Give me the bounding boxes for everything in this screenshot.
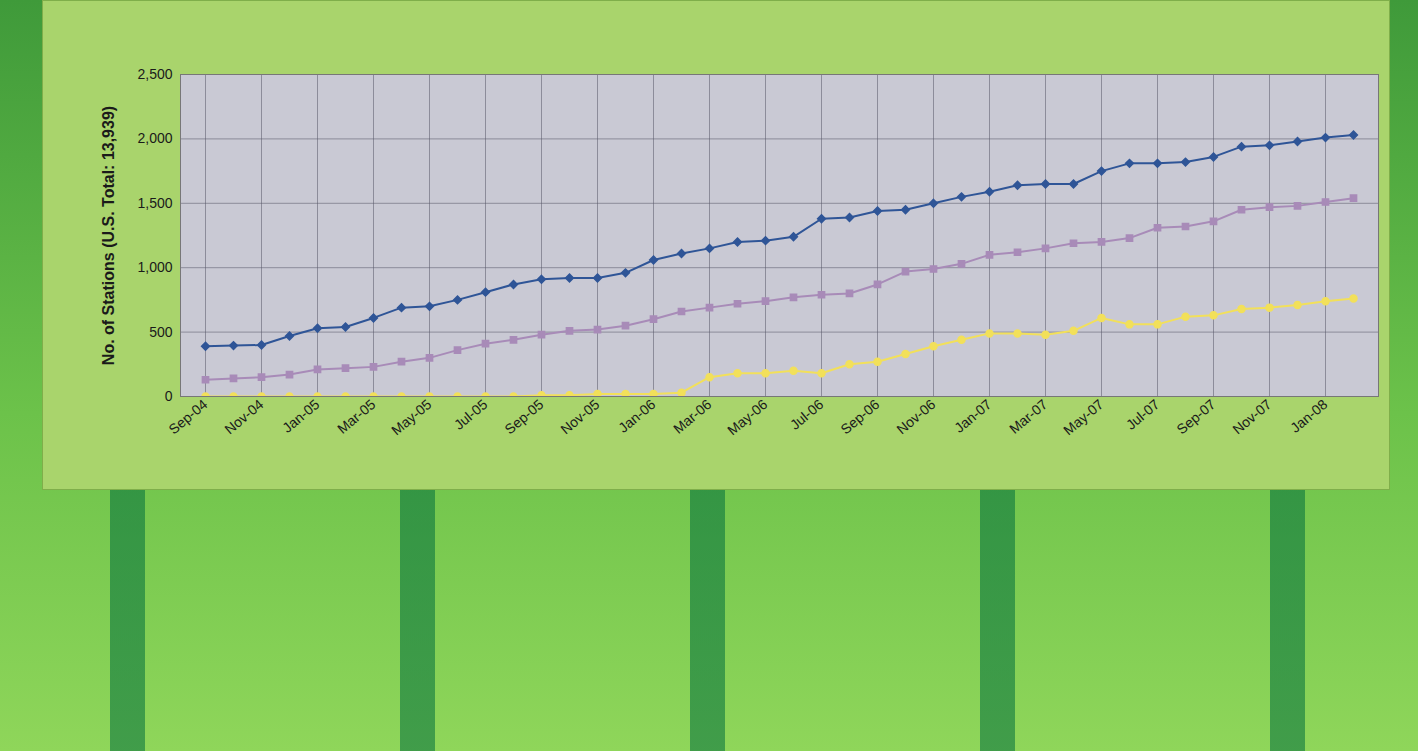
svg-text:May-05: May-05 [388,396,434,438]
svg-text:Nov-04: Nov-04 [221,396,266,437]
svg-text:Jul-06: Jul-06 [787,396,827,433]
svg-text:0: 0 [165,388,173,404]
svg-text:500: 500 [149,324,173,340]
svg-text:Jul-07: Jul-07 [1123,396,1163,433]
svg-text:2,500: 2,500 [137,66,172,82]
svg-text:1,500: 1,500 [137,195,172,211]
svg-text:2,000: 2,000 [137,130,172,146]
svg-text:Jan-08: Jan-08 [1287,396,1330,436]
svg-text:Sep-05: Sep-05 [501,396,546,437]
svg-text:May-06: May-06 [724,396,770,438]
svg-text:Sep-06: Sep-06 [837,396,882,437]
svg-text:Nov-06: Nov-06 [893,396,938,437]
svg-text:Sep-04: Sep-04 [165,396,210,437]
svg-text:Jan-05: Jan-05 [279,396,322,436]
svg-text:Jul-05: Jul-05 [451,396,491,433]
svg-text:May-07: May-07 [1060,396,1106,438]
svg-text:Jan-06: Jan-06 [615,396,658,436]
svg-text:Mar-05: Mar-05 [334,396,378,437]
svg-text:Mar-07: Mar-07 [1006,396,1050,437]
svg-text:No. of Stations (U.S. Total: 1: No. of Stations (U.S. Total: 13,939) [100,106,117,365]
svg-text:Nov-07: Nov-07 [1229,396,1274,437]
svg-text:Jan-07: Jan-07 [951,396,994,436]
svg-text:Mar-06: Mar-06 [670,396,714,437]
svg-text:Sep-07: Sep-07 [1173,396,1218,437]
svg-text:Nov-05: Nov-05 [557,396,602,437]
svg-text:1,000: 1,000 [137,259,172,275]
